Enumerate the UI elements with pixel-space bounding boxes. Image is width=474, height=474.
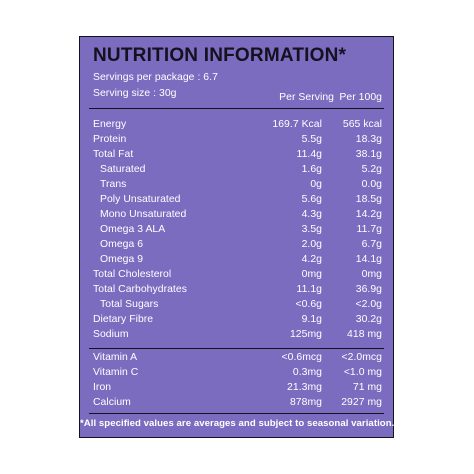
per-serving-value: 4.3g <box>301 209 322 220</box>
per-100g-value: 36.9g <box>355 284 382 295</box>
per-100g-value: 14.2g <box>355 209 382 220</box>
vitamin-name: Vitamin C <box>93 367 139 378</box>
nutrient-row: Total Sugars <0.6g <2.0g <box>93 299 382 313</box>
per-100g-value: 565 kcal <box>342 119 382 130</box>
per-100g-value: 14.1g <box>355 254 382 265</box>
per-100g-value: 6.7g <box>361 239 382 250</box>
per-serving-value: 3.5g <box>301 224 322 235</box>
col-header-per-100g: Per 100g <box>339 92 382 103</box>
nutrient-name: Omega 6 <box>100 239 144 250</box>
rule-bottom <box>89 413 384 414</box>
panel-title: NUTRITION INFORMATION* <box>93 45 347 66</box>
per-serving-value: 1.6g <box>301 164 322 175</box>
per-serving-value: <0.6g <box>295 299 322 310</box>
nutrient-row: Mono Unsaturated 4.3g 14.2g <box>93 209 382 223</box>
per-serving-value: 5.5g <box>301 134 322 145</box>
per-serving-value: 0g <box>310 179 322 190</box>
servings-per-package: Servings per package : 6.7 <box>93 72 218 83</box>
nutrient-name: Protein <box>93 134 127 145</box>
vitamin-row: Iron 21.3mg 71 mg <box>93 382 382 396</box>
serving-size: Serving size : 30g <box>93 88 177 99</box>
nutrient-row: Total Carbohydrates 11.1g 36.9g <box>93 284 382 298</box>
vitamin-row: Vitamin C 0.3mg <1.0 mg <box>93 367 382 381</box>
nutrient-row: Omega 9 4.2g 14.1g <box>93 254 382 268</box>
nutrient-name: Total Cholesterol <box>93 269 172 280</box>
per-100g-value: 18.3g <box>355 134 382 145</box>
per-serving-value: 9.1g <box>301 314 322 325</box>
nutrient-row: Omega 3 ALA 3.5g 11.7g <box>93 224 382 238</box>
per-serving-value: <0.6mcg <box>281 352 322 363</box>
per-serving-value: 169.7 Kcal <box>272 119 322 130</box>
nutrient-name: Mono Unsaturated <box>100 209 187 220</box>
nutrient-name: Sodium <box>93 329 129 340</box>
nutrient-name: Omega 3 ALA <box>100 224 166 235</box>
per-serving-value: 2.0g <box>301 239 322 250</box>
footnote: *All specified values are averages and s… <box>80 418 395 429</box>
vitamin-name: Iron <box>93 382 112 393</box>
per-100g-value: <2.0g <box>355 299 382 310</box>
nutrient-name: Total Sugars <box>100 299 159 310</box>
per-100g-value: 2927 mg <box>341 397 382 408</box>
per-100g-value: <1.0 mg <box>343 367 382 378</box>
nutrient-row: Trans 0g 0.0g <box>93 179 382 193</box>
per-serving-value: 125mg <box>289 329 322 340</box>
nutrient-name: Saturated <box>100 164 146 175</box>
col-header-per-serving: Per Serving <box>279 92 334 103</box>
vitamin-row: Vitamin A <0.6mcg <2.0mcg <box>93 352 382 366</box>
vitamin-row: Calcium 878mg 2927 mg <box>93 397 382 411</box>
nutrient-name: Total Carbohydrates <box>93 284 187 295</box>
per-100g-value: <2.0mcg <box>341 352 382 363</box>
nutrient-row: Protein 5.5g 18.3g <box>93 134 382 148</box>
nutrient-name: Dietary Fibre <box>93 314 154 325</box>
nutrient-row: Total Fat 11.4g 38.1g <box>93 149 382 163</box>
vitamin-name: Calcium <box>93 397 131 408</box>
per-serving-value: 11.4g <box>296 149 322 160</box>
nutrient-row: Energy 169.7 Kcal 565 kcal <box>93 119 382 133</box>
per-100g-value: 418 mg <box>347 329 382 340</box>
per-100g-value: 71 mg <box>352 382 382 393</box>
per-100g-value: 38.1g <box>355 149 382 160</box>
per-serving-value: 5.6g <box>301 194 322 205</box>
nutrient-row: Omega 6 2.0g 6.7g <box>93 239 382 253</box>
rule-middle <box>89 348 384 349</box>
nutrient-row: Sodium 125mg 418 mg <box>93 329 382 343</box>
nutrient-row: Saturated 1.6g 5.2g <box>93 164 382 178</box>
per-serving-value: 11.1g <box>296 284 322 295</box>
per-100g-value: 11.7g <box>356 224 382 235</box>
nutrient-name: Total Fat <box>93 149 134 160</box>
nutrition-panel: NUTRITION INFORMATION* Servings per pack… <box>79 36 394 438</box>
nutrient-row: Total Cholesterol 0mg 0mg <box>93 269 382 283</box>
per-100g-value: 5.2g <box>361 164 382 175</box>
per-100g-value: 18.5g <box>355 194 382 205</box>
per-100g-value: 0.0g <box>361 179 382 190</box>
per-serving-value: 0.3mg <box>292 367 322 378</box>
per-serving-value: 21.3mg <box>287 382 322 393</box>
per-serving-value: 878mg <box>289 397 322 408</box>
per-serving-value: 4.2g <box>301 254 322 265</box>
per-100g-value: 30.2g <box>355 314 382 325</box>
vitamin-name: Vitamin A <box>93 352 138 363</box>
nutrient-name: Trans <box>100 179 127 190</box>
nutrient-name: Omega 9 <box>100 254 144 265</box>
nutrient-name: Energy <box>93 119 127 130</box>
per-serving-value: 0mg <box>301 269 322 280</box>
nutrient-row: Dietary Fibre 9.1g 30.2g <box>93 314 382 328</box>
nutrient-row: Poly Unsaturated 5.6g 18.5g <box>93 194 382 208</box>
nutrient-name: Poly Unsaturated <box>100 194 181 205</box>
per-100g-value: 0mg <box>361 269 382 280</box>
rule-top <box>89 108 384 109</box>
